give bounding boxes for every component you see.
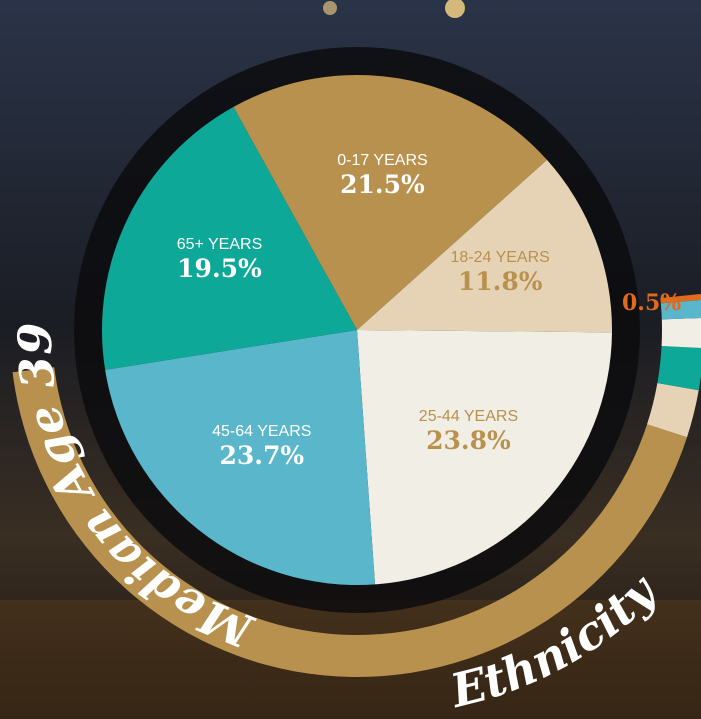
slice-value: 19.5% [177,254,262,283]
slice-category: 45-64 YEARS [212,423,311,440]
slice-value: 11.8% [458,267,543,296]
slice-category: 18-24 YEARS [451,249,550,266]
slice-value: 23.8% [426,426,511,455]
slice-category: 0-17 YEARS [337,152,427,169]
slice-value: 21.5% [340,170,425,199]
slice-value: 23.7% [219,441,304,470]
slice-category: 25-44 YEARS [419,408,518,425]
light [323,1,337,15]
ethnicity-label: 0.5% [622,290,681,316]
chart: 0-17 YEARS21.5% 18-24 YEARS11.8% 25-44 YEA… [0,0,701,719]
ring-segment [662,318,701,348]
ring-segment [657,346,701,390]
slice-category: 65+ YEARS [177,236,263,253]
